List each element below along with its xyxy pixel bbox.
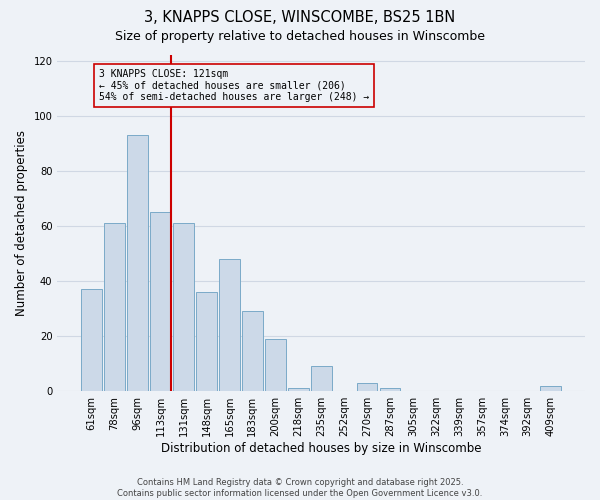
Bar [265,339,286,391]
Bar [82,289,102,391]
Bar [104,223,125,391]
Y-axis label: Number of detached properties: Number of detached properties [15,130,28,316]
Bar [380,388,400,391]
Bar [150,212,171,391]
Bar [541,386,561,391]
Text: Size of property relative to detached houses in Winscombe: Size of property relative to detached ho… [115,30,485,43]
Text: 3 KNAPPS CLOSE: 121sqm
← 45% of detached houses are smaller (206)
54% of semi-de: 3 KNAPPS CLOSE: 121sqm ← 45% of detached… [98,69,369,102]
Bar [311,366,332,391]
Bar [127,135,148,391]
Bar [196,292,217,391]
X-axis label: Distribution of detached houses by size in Winscombe: Distribution of detached houses by size … [161,442,481,455]
Text: Contains HM Land Registry data © Crown copyright and database right 2025.
Contai: Contains HM Land Registry data © Crown c… [118,478,482,498]
Bar [219,259,240,391]
Bar [242,312,263,391]
Bar [288,388,308,391]
Bar [357,383,377,391]
Bar [173,223,194,391]
Text: 3, KNAPPS CLOSE, WINSCOMBE, BS25 1BN: 3, KNAPPS CLOSE, WINSCOMBE, BS25 1BN [145,10,455,25]
